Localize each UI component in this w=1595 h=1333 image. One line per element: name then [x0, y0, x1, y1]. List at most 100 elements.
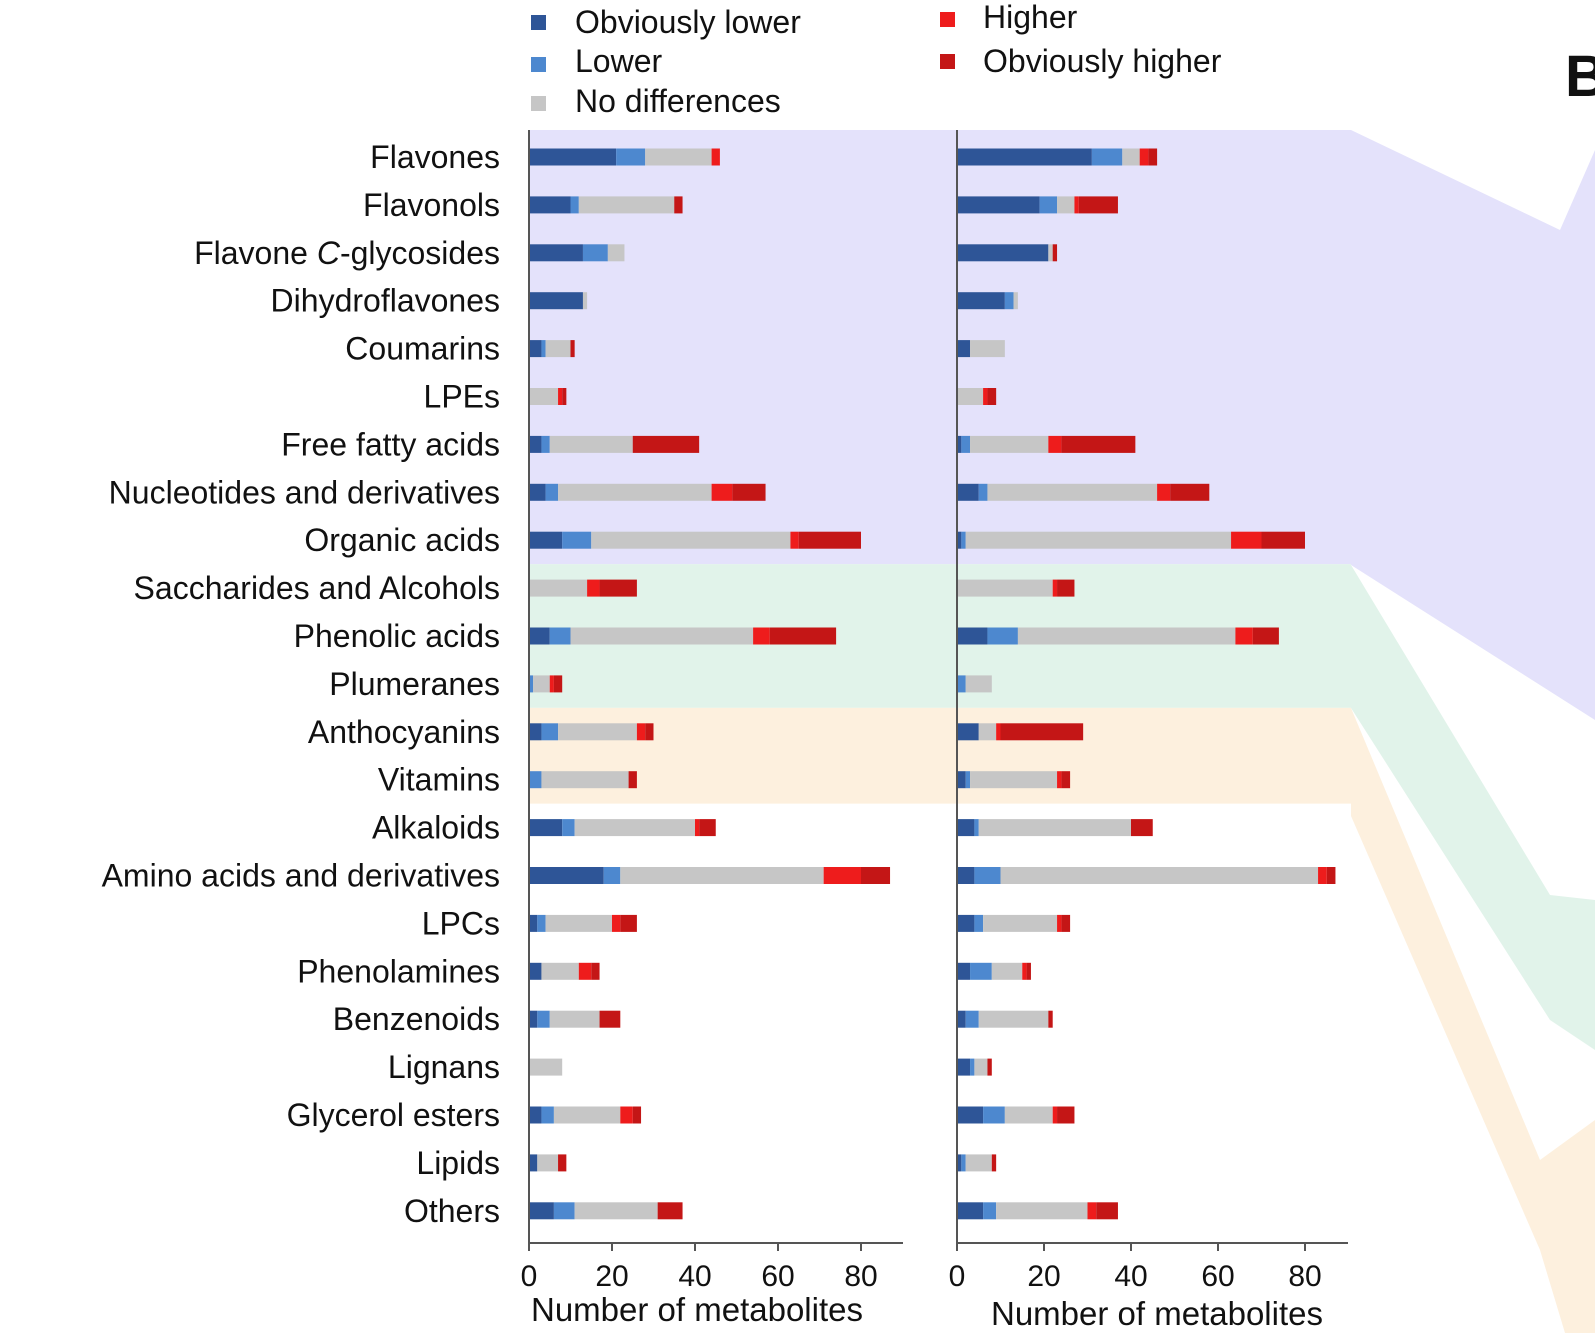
bar-amino-acids-and-derivatives-no-differences: [620, 867, 824, 884]
bar-plumeranes-lower: [957, 675, 966, 693]
bar-vitamins-obviously-higher: [628, 771, 637, 789]
bar-anthocyanins-obviously-lower: [529, 723, 542, 741]
bar-others-no-differences: [574, 1202, 658, 1220]
bar-flavonols-obviously-higher: [1078, 196, 1118, 214]
bar-flavones-higher: [1139, 148, 1149, 166]
bar-phenolic-acids-obviously-higher: [1252, 627, 1279, 645]
x-tick-label: 20: [1027, 1260, 1060, 1293]
bar-saccharides-and-alcohols-higher: [587, 579, 600, 597]
bar-lipids-obviously-lower: [957, 1154, 962, 1172]
bar-phenolamines-lower: [970, 962, 992, 980]
bar-phenolic-acids-no-differences: [1017, 627, 1236, 645]
bar-plumeranes-obviously-higher: [553, 675, 563, 693]
bar-free-fatty-acids-no-differences: [549, 435, 633, 453]
bar-amino-acids-and-derivatives-higher: [1318, 867, 1327, 884]
bar-lpcs-obviously-higher: [620, 914, 637, 932]
category-label: Flavonols: [363, 187, 500, 223]
bar-flavone-c-glycosides-obviously-lower: [957, 244, 1049, 262]
bar-dihydroflavones-obviously-lower: [957, 292, 1005, 310]
bar-nucleotides-and-derivatives-higher: [711, 483, 733, 501]
bar-vitamins-no-differences: [970, 771, 1058, 789]
bar-plumeranes-no-differences: [965, 675, 992, 693]
bar-lipids-obviously-higher: [991, 1154, 997, 1172]
category-label: Dihydroflavones: [271, 283, 500, 319]
bar-alkaloids-obviously-higher: [699, 819, 716, 837]
bar-coumarins-no-differences: [970, 340, 1005, 358]
bar-phenolamines-no-differences: [991, 962, 1023, 980]
category-label: Plumeranes: [329, 666, 500, 702]
x-axis-title: Number of metabolites: [991, 1295, 1323, 1332]
bar-coumarins-lower: [541, 340, 546, 358]
bar-vitamins-lower: [529, 771, 542, 789]
bar-nucleotides-and-derivatives-lower: [545, 483, 559, 501]
bar-flavones-obviously-lower: [957, 148, 1092, 166]
band-green-connector: [1351, 565, 1595, 1050]
category-label: LPCs: [422, 905, 500, 941]
bar-lpes-obviously-higher: [987, 388, 997, 405]
bar-flavones-obviously-higher: [1148, 148, 1158, 166]
bar-lpcs-higher: [612, 914, 621, 932]
bar-free-fatty-acids-lower: [961, 435, 971, 453]
bar-organic-acids-lower: [562, 531, 592, 549]
category-label: Benzenoids: [333, 1001, 500, 1037]
bar-saccharides-and-alcohols-no-differences: [529, 579, 588, 597]
category-label: Free fatty acids: [281, 426, 500, 462]
bar-coumarins-obviously-higher: [570, 340, 575, 358]
bar-flavone-c-glycosides-no-differences: [1048, 244, 1053, 262]
bar-lpes-no-differences: [529, 388, 559, 405]
x-tick-label: 80: [844, 1260, 877, 1293]
bar-lpcs-lower: [537, 914, 546, 932]
band-orange-connector: [1351, 708, 1595, 1333]
bar-free-fatty-acids-obviously-higher: [632, 435, 700, 453]
bar-glycerol-esters-obviously-lower: [529, 1106, 542, 1124]
bar-anthocyanins-lower: [541, 723, 559, 741]
bar-benzenoids-obviously-higher: [1048, 1010, 1053, 1028]
legend-label-no-differences: No differences: [575, 83, 781, 119]
bar-lipids-no-differences: [965, 1154, 992, 1172]
bar-lpes-no-differences: [957, 388, 984, 405]
bar-nucleotides-and-derivatives-no-differences: [987, 483, 1158, 501]
bar-others-no-differences: [996, 1202, 1088, 1220]
bar-benzenoids-lower: [537, 1010, 550, 1028]
bar-benzenoids-obviously-lower: [957, 1010, 966, 1028]
bar-lignans-no-differences: [529, 1058, 563, 1076]
bar-flavonols-lower: [1039, 196, 1058, 214]
bar-flavone-c-glycosides-no-differences: [607, 244, 625, 262]
bar-amino-acids-and-derivatives-lower: [974, 867, 1001, 884]
bar-phenolic-acids-obviously-lower: [529, 627, 550, 645]
bar-nucleotides-and-derivatives-obviously-higher: [1170, 483, 1210, 501]
category-label: Alkaloids: [372, 810, 500, 846]
bar-glycerol-esters-no-differences: [553, 1106, 621, 1124]
bar-flavone-c-glycosides-obviously-higher: [1052, 244, 1058, 262]
bar-alkaloids-obviously-lower: [957, 819, 975, 837]
bar-nucleotides-and-derivatives-obviously-lower: [957, 483, 979, 501]
x-tick-label: 40: [1114, 1260, 1147, 1293]
bar-amino-acids-and-derivatives-obviously-higher: [1326, 867, 1336, 884]
bar-benzenoids-obviously-higher: [599, 1010, 621, 1028]
bar-organic-acids-obviously-higher: [1261, 531, 1305, 549]
x-tick-label: 20: [595, 1260, 628, 1293]
category-label: Lignans: [388, 1049, 500, 1085]
bar-lpcs-no-differences: [545, 914, 612, 932]
bar-flavonols-lower: [570, 196, 579, 214]
bar-plumeranes-higher: [549, 675, 554, 693]
legend-swatch-lower: [531, 57, 546, 72]
category-label: Others: [404, 1193, 500, 1229]
bar-lpcs-obviously-higher: [1061, 914, 1071, 932]
bar-alkaloids-higher: [695, 819, 700, 837]
bar-others-obviously-lower: [529, 1202, 554, 1220]
bar-organic-acids-lower: [961, 531, 966, 549]
bar-alkaloids-lower: [562, 819, 575, 837]
bar-free-fatty-acids-lower: [541, 435, 550, 453]
bar-flavonols-higher: [1074, 196, 1079, 214]
bar-lipids-lower: [961, 1154, 966, 1172]
bar-anthocyanins-higher: [636, 723, 646, 741]
bar-coumarins-no-differences: [545, 340, 571, 358]
bar-benzenoids-obviously-lower: [529, 1010, 538, 1028]
bar-lipids-obviously-higher: [558, 1154, 567, 1172]
x-axis-title: Number of metabolites: [531, 1291, 863, 1328]
bar-vitamins-obviously-lower: [957, 771, 966, 789]
bar-anthocyanins-obviously-lower: [957, 723, 979, 741]
category-label: Saccharides and Alcohols: [134, 570, 500, 606]
legend-label-lower: Lower: [575, 43, 663, 79]
